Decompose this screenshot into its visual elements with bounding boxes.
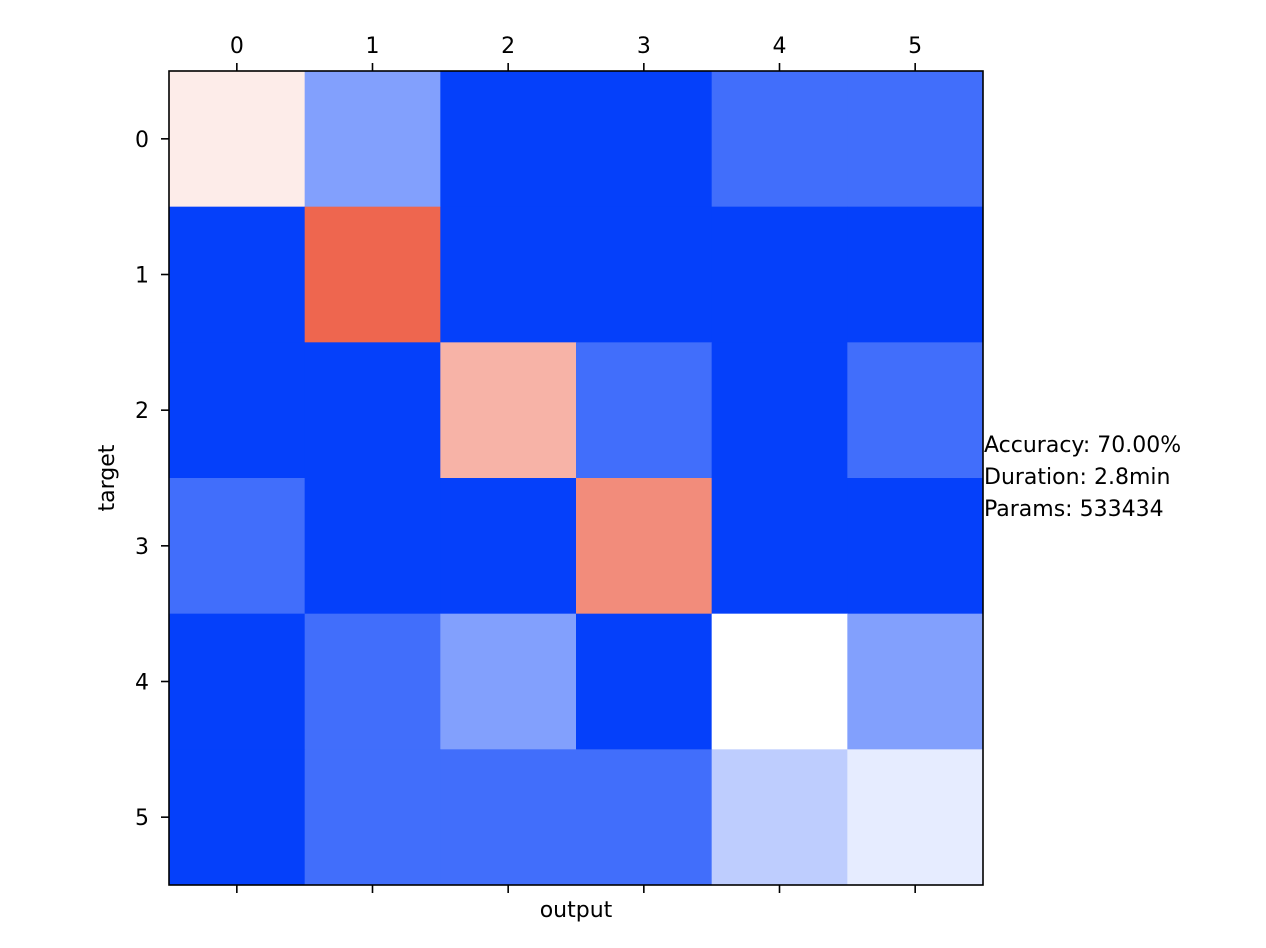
- heatmap-cell-2-3: [576, 342, 713, 479]
- stats-annotation: Accuracy: 70.00% Duration: 2.8min Params…: [984, 433, 1181, 522]
- heatmap-cell-4-1: [304, 613, 441, 750]
- heatmap-cell-5-1: [304, 749, 441, 886]
- axis-ticks: [161, 63, 916, 893]
- heatmap-cell-1-1: [304, 206, 441, 343]
- heatmap-cell-0-4: [711, 71, 848, 208]
- heatmap-cell-0-3: [576, 71, 713, 208]
- y-axis-label: target: [95, 444, 120, 511]
- heatmap-cell-1-5: [847, 206, 984, 343]
- x-tick-label-0: 0: [230, 34, 244, 59]
- x-tick-label-1: 1: [366, 34, 380, 59]
- heatmap-cell-1-0: [169, 206, 306, 343]
- heatmap-cell-0-1: [304, 71, 441, 208]
- y-tick-label-3: 3: [135, 535, 149, 560]
- y-tick-label-1: 1: [135, 264, 149, 289]
- heatmap-cell-4-0: [169, 613, 306, 750]
- heatmap-cell-0-0: [169, 71, 306, 208]
- x-tick-label-4: 4: [773, 34, 787, 59]
- y-tick-label-4: 4: [135, 671, 149, 696]
- duration-text: Duration: 2.8min: [984, 465, 1170, 490]
- heatmap-cell-3-5: [847, 478, 984, 615]
- heatmap-cell-1-2: [440, 206, 577, 343]
- heatmap-cell-5-4: [711, 749, 848, 886]
- y-tick-label-2: 2: [135, 399, 149, 424]
- y-tick-label-5: 5: [135, 806, 149, 831]
- y-tick-labels: 0 1 2 3 4 5: [135, 128, 149, 831]
- heatmap-cell-3-1: [304, 478, 441, 615]
- heatmap-cell-3-0: [169, 478, 306, 615]
- heatmap-cell-5-3: [576, 749, 713, 886]
- x-tick-labels: 0 1 2 3 4 5: [230, 34, 922, 59]
- plot-frame: [168, 70, 984, 886]
- heatmap-cell-3-4: [711, 478, 848, 615]
- heatmap-cell-2-4: [711, 342, 848, 479]
- heatmap-cell-4-5: [847, 613, 984, 750]
- x-tick-label-5: 5: [908, 34, 922, 59]
- accuracy-text: Accuracy: 70.00%: [984, 433, 1181, 458]
- heatmap-cell-0-2: [440, 71, 577, 208]
- y-tick-label-0: 0: [135, 128, 149, 153]
- heatmap-cell-1-3: [576, 206, 713, 343]
- x-axis-label: output: [540, 898, 613, 923]
- heatmap-cell-5-2: [440, 749, 577, 886]
- params-text: Params: 533434: [984, 497, 1164, 522]
- x-tick-label-3: 3: [637, 34, 651, 59]
- heatmap-cell-3-2: [440, 478, 577, 615]
- heatmap-cell-3-3: [576, 478, 713, 615]
- heatmap-cell-2-1: [304, 342, 441, 479]
- heatmap-cell-5-0: [169, 749, 306, 886]
- x-tick-label-2: 2: [501, 34, 515, 59]
- heatmap-cell-4-4: [711, 613, 848, 750]
- heatmap-cell-4-2: [440, 613, 577, 750]
- heatmap-cell-0-5: [847, 71, 984, 208]
- heatmap-cells: [169, 71, 984, 886]
- heatmap-cell-2-2: [440, 342, 577, 479]
- heatmap-cell-5-5: [847, 749, 984, 886]
- heatmap-cell-2-5: [847, 342, 984, 479]
- heatmap-cell-1-4: [711, 206, 848, 343]
- heatmap-cell-2-0: [169, 342, 306, 479]
- heatmap-cell-4-3: [576, 613, 713, 750]
